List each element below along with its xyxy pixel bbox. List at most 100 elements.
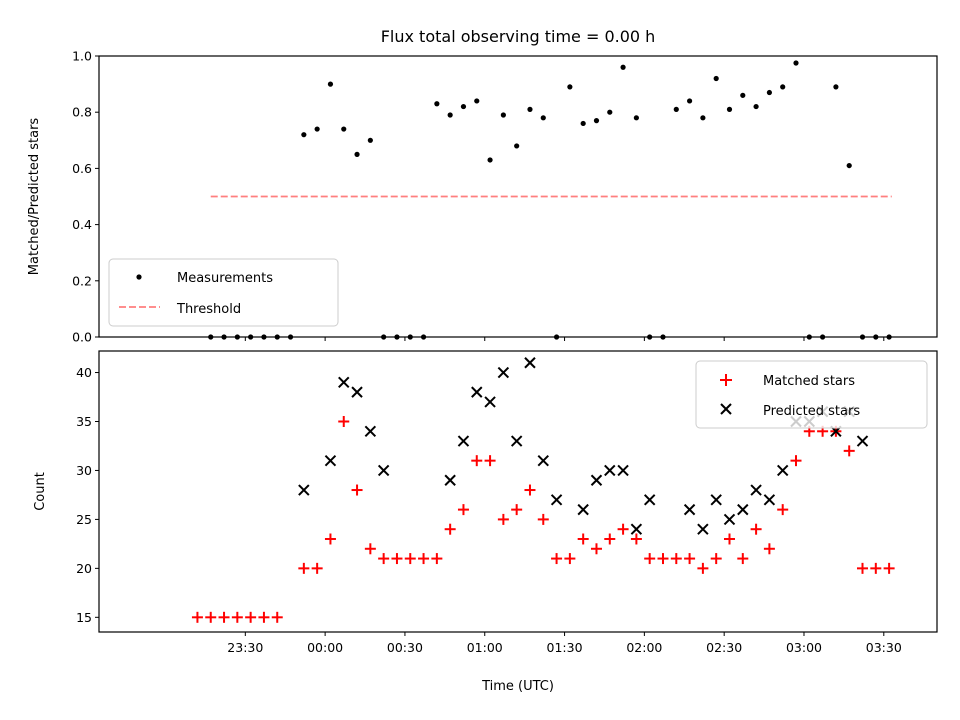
chart-title: Flux total observing time = 0.00 h	[381, 27, 656, 46]
x-tick-label: 03:30	[866, 640, 902, 655]
x-tick-label: 02:00	[626, 640, 662, 655]
predicted-star-point	[750, 484, 762, 496]
matched-star-point	[883, 562, 895, 574]
matched-star-point	[551, 553, 563, 565]
matched-star-point	[737, 553, 749, 565]
top-y-axis-label: Matched/Predicted stars	[27, 118, 42, 276]
predicted-star-point	[298, 484, 310, 496]
measurement-point	[567, 84, 573, 90]
matched-star-point	[191, 611, 203, 623]
matched-star-point	[604, 533, 616, 545]
measurement-point	[314, 126, 320, 132]
matched-star-point	[537, 513, 549, 525]
matched-star-point	[457, 504, 469, 516]
matched-star-point	[218, 611, 230, 623]
measurement-point	[753, 103, 759, 110]
bottom-y-axis-label: Count	[33, 472, 48, 511]
top-y-tick-label: 0.6	[72, 161, 92, 176]
top-y-tick-label: 1.0	[72, 49, 92, 64]
matched-star-point	[324, 533, 336, 545]
predicted-star-point	[577, 503, 589, 516]
measurement-point	[487, 157, 493, 163]
predicted-star-point	[537, 454, 549, 467]
predicted-star-point	[643, 494, 656, 506]
top-y-tick-label: 0.4	[72, 217, 92, 232]
top-y-tick-label: 0.2	[72, 273, 92, 288]
measurement-point	[620, 64, 626, 70]
bottom-y-tick-label: 30	[76, 463, 92, 478]
measurement-point	[367, 137, 373, 143]
predicted-star-point	[324, 454, 337, 467]
legend-marker-measurements	[136, 274, 142, 280]
predicted-star-point	[683, 503, 696, 516]
legend-label-predicted-stars: Predicted stars	[763, 404, 860, 419]
x-tick-label: 00:30	[387, 640, 423, 655]
predicted-star-point	[364, 425, 377, 437]
predicted-star-point	[457, 435, 470, 447]
matched-star-point	[418, 553, 430, 565]
predicted-star-point	[617, 464, 629, 477]
measurement-point	[447, 112, 453, 118]
matched-star-point	[378, 553, 390, 565]
predicted-star-point	[776, 464, 789, 477]
bottom-y-tick-label: 15	[76, 610, 92, 625]
measurement-point	[514, 143, 520, 149]
measurement-point	[527, 106, 533, 112]
matched-star-point	[511, 504, 523, 516]
predicted-star-point	[550, 494, 563, 506]
predicted-star-point	[737, 503, 749, 516]
predicted-star-point	[710, 494, 722, 506]
measurement-point	[580, 120, 586, 127]
matched-star-point	[484, 455, 496, 467]
matched-star-point	[870, 562, 882, 574]
x-axis-label: Time (UTC)	[481, 679, 554, 694]
bottom-legend-box	[695, 360, 928, 429]
legend-label-measurements: Measurements	[177, 271, 273, 286]
predicted-star-point	[484, 396, 496, 408]
measurement-point	[327, 81, 334, 87]
predicted-star-point	[723, 513, 736, 526]
measurement-point	[460, 103, 467, 110]
top-y-tick-label: 0.8	[72, 105, 92, 120]
predicted-star-point	[377, 464, 390, 477]
matched-star-point	[630, 533, 642, 545]
measurement-point	[354, 151, 360, 157]
measurement-point	[500, 112, 506, 118]
legend-marker-predicted-stars	[720, 403, 732, 415]
predicted-star-point	[444, 474, 456, 486]
top-legend-box	[108, 258, 339, 327]
matched-star-point	[245, 611, 257, 623]
bottom-y-tick-label: 20	[76, 561, 92, 576]
matched-star-point	[723, 533, 735, 545]
matched-star-point	[857, 562, 869, 574]
matched-star-point	[271, 611, 283, 623]
matched-star-point	[444, 523, 456, 535]
matched-star-point	[338, 415, 350, 427]
top-axes-frame	[98, 55, 938, 338]
top-legend: Measurements Threshold	[108, 258, 339, 327]
x-tick-label: 03:00	[786, 640, 822, 655]
matched-star-point	[404, 553, 416, 565]
matched-star-point	[391, 553, 403, 565]
bottom-y-tick-label: 35	[76, 414, 92, 429]
measurement-point	[474, 98, 480, 104]
bottom-legend: Matched stars Predicted stars	[695, 360, 928, 429]
matched-star-point	[311, 562, 323, 574]
matched-star-point	[471, 455, 483, 467]
matched-star-point	[564, 553, 576, 565]
top-y-tick-label: 0.0	[72, 330, 92, 345]
matched-star-point	[790, 455, 802, 467]
measurement-point	[301, 132, 307, 138]
legend-label-threshold: Threshold	[176, 302, 241, 317]
matched-star-point	[697, 562, 709, 574]
measurement-point	[686, 98, 693, 104]
matched-star-point	[777, 504, 789, 516]
measurement-point	[793, 60, 799, 66]
predicted-star-point	[471, 386, 483, 398]
measurement-point	[740, 92, 746, 98]
x-tick-label: 01:30	[547, 640, 583, 655]
top-plot-area: 0.0 0.2 0.4 0.6 0.8 1.0	[72, 49, 892, 345]
measurement-point	[833, 84, 839, 90]
